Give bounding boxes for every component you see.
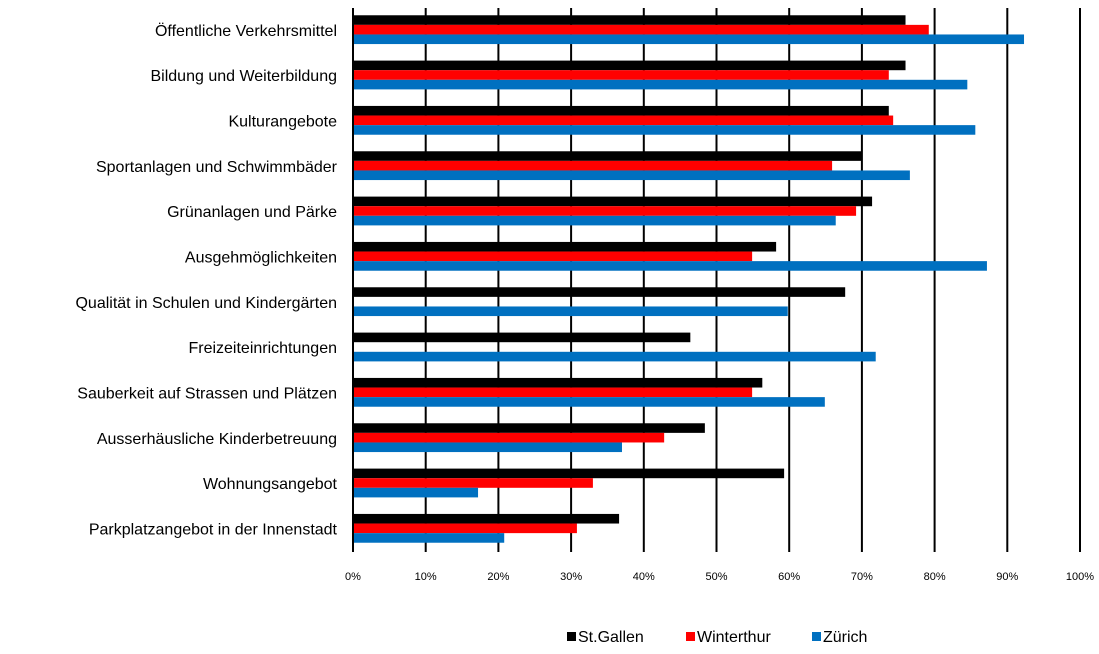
bar: [353, 478, 593, 488]
y-tick-label: Parkplatzangebot in der Innenstadt: [89, 522, 338, 539]
x-tick-label: 40%: [633, 571, 655, 583]
legend-swatch: [812, 632, 821, 641]
y-tick-label: Wohnungsangebot: [203, 476, 338, 493]
bar: [353, 15, 906, 25]
bar: [353, 79, 968, 90]
bar: [353, 487, 479, 498]
x-tick-label: 50%: [705, 571, 727, 583]
bar: [353, 513, 620, 524]
bar: [353, 105, 889, 116]
x-tick-label: 100%: [1066, 571, 1094, 583]
bar: [353, 442, 622, 453]
y-tick-label: Öffentliche Verkehrsmittel: [155, 22, 337, 40]
bar: [353, 34, 1025, 45]
x-tick-label: 70%: [851, 571, 873, 583]
y-tick-label: Kulturangebote: [228, 114, 337, 131]
x-tick-label: 30%: [560, 571, 582, 583]
bar: [353, 432, 665, 443]
y-tick-label: Ausgehmöglichkeiten: [185, 250, 337, 267]
bar: [353, 241, 777, 252]
y-tick-label: Grünanlagen und Pärke: [167, 204, 337, 221]
bar: [353, 215, 836, 226]
bar: [353, 351, 876, 362]
x-tick-label: 60%: [778, 571, 800, 583]
bar: [353, 125, 976, 135]
bar: [353, 523, 577, 534]
bar: [353, 377, 763, 388]
bar: [353, 70, 889, 80]
legend-label: St.Gallen: [578, 629, 644, 646]
bar: [353, 423, 705, 433]
legend-label: Winterthur: [697, 629, 771, 646]
bar: [353, 151, 862, 161]
bar: [353, 206, 857, 216]
bar: [353, 332, 691, 343]
bar: [353, 261, 987, 271]
legend-label: Zürich: [823, 629, 867, 646]
y-tick-label: Bildung und Weiterbildung: [151, 68, 338, 85]
bar: [353, 306, 788, 317]
x-tick-label: 80%: [924, 571, 946, 583]
bar: [353, 533, 505, 543]
legend-swatch: [686, 632, 695, 641]
y-tick-label: Freizeiteinrichtungen: [188, 340, 337, 357]
x-tick-label: 20%: [487, 571, 509, 583]
bar: [353, 397, 825, 407]
bar: [353, 24, 929, 35]
bar: [353, 160, 833, 171]
x-tick-label: 0%: [345, 571, 361, 583]
bar: [353, 196, 873, 207]
bar: [353, 287, 846, 297]
bar: [353, 170, 910, 181]
bar: [353, 387, 753, 398]
bar: [353, 251, 753, 262]
y-tick-label: Sauberkeit auf Strassen und Plätzen: [77, 386, 337, 403]
bar: [353, 60, 906, 71]
y-tick-label: Ausserhäusliche Kinderbetreuung: [97, 431, 337, 448]
legend-swatch: [567, 632, 576, 641]
x-tick-label: 10%: [415, 571, 437, 583]
bar: [353, 468, 785, 479]
bar: [353, 115, 894, 126]
y-tick-label: Sportanlagen und Schwimmbäder: [96, 159, 338, 176]
y-tick-label: Qualität in Schulen und Kindergärten: [75, 295, 337, 312]
x-tick-label: 90%: [996, 571, 1018, 583]
